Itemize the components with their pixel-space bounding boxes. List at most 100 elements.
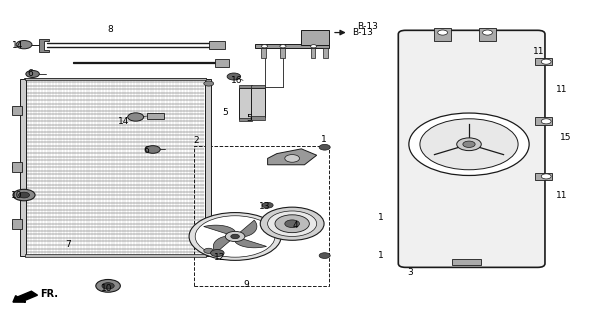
Text: 1: 1	[378, 213, 384, 222]
Bar	[251, 88, 264, 117]
Bar	[323, 48, 328, 58]
Bar	[251, 116, 264, 120]
Bar	[239, 118, 252, 121]
Polygon shape	[39, 39, 49, 52]
Text: 15: 15	[560, 133, 571, 142]
Bar	[205, 79, 211, 256]
Bar	[147, 114, 164, 119]
Bar	[25, 79, 206, 256]
Bar	[215, 59, 229, 67]
Text: 3: 3	[408, 268, 413, 277]
Circle shape	[438, 30, 448, 35]
Bar	[452, 259, 482, 265]
Circle shape	[12, 221, 21, 226]
Circle shape	[285, 155, 300, 162]
Text: 6: 6	[27, 69, 33, 78]
Text: 11: 11	[533, 47, 544, 56]
Circle shape	[260, 207, 324, 240]
Circle shape	[463, 141, 475, 148]
Bar	[255, 44, 329, 49]
Circle shape	[268, 211, 317, 236]
Bar	[301, 30, 329, 45]
Circle shape	[541, 119, 551, 124]
Bar	[209, 42, 224, 49]
Bar	[251, 85, 264, 88]
Circle shape	[204, 248, 213, 253]
Circle shape	[311, 45, 317, 48]
Polygon shape	[239, 220, 257, 236]
Circle shape	[195, 216, 275, 257]
Text: 4: 4	[292, 221, 298, 230]
Text: 2: 2	[193, 136, 199, 145]
Circle shape	[18, 192, 30, 198]
Bar	[20, 79, 26, 256]
Circle shape	[12, 108, 21, 113]
Text: 16: 16	[231, 76, 243, 85]
Polygon shape	[204, 225, 235, 235]
Circle shape	[210, 250, 224, 257]
Text: 5: 5	[222, 108, 228, 117]
Circle shape	[319, 253, 330, 259]
Text: 10: 10	[101, 284, 113, 292]
Circle shape	[275, 215, 309, 233]
Bar	[534, 117, 552, 125]
Bar	[25, 254, 206, 257]
Polygon shape	[213, 236, 231, 253]
Text: 10: 10	[11, 190, 22, 200]
Circle shape	[285, 220, 300, 228]
Circle shape	[96, 279, 121, 292]
Text: 8: 8	[107, 25, 113, 34]
Bar	[239, 88, 252, 119]
Bar	[534, 58, 552, 66]
Polygon shape	[236, 238, 266, 248]
Circle shape	[483, 30, 493, 35]
Circle shape	[13, 189, 35, 201]
Circle shape	[189, 212, 281, 260]
Text: 13: 13	[259, 202, 271, 211]
Text: 11: 11	[557, 85, 568, 94]
Text: B-13: B-13	[352, 28, 373, 37]
Bar	[12, 162, 22, 172]
Text: 12: 12	[214, 253, 226, 262]
FancyArrow shape	[13, 291, 38, 302]
FancyBboxPatch shape	[399, 30, 545, 268]
Bar	[534, 172, 552, 180]
Circle shape	[26, 70, 39, 77]
Circle shape	[16, 41, 32, 49]
Circle shape	[128, 113, 144, 121]
Bar	[12, 106, 22, 116]
Bar	[239, 85, 252, 88]
Circle shape	[319, 144, 330, 150]
Text: 11: 11	[557, 190, 568, 200]
Text: B-13: B-13	[357, 22, 378, 31]
Circle shape	[541, 59, 551, 64]
Text: 5: 5	[247, 114, 252, 123]
Text: 1: 1	[378, 251, 384, 260]
Circle shape	[262, 202, 273, 208]
Text: 14: 14	[12, 41, 23, 50]
Bar	[12, 219, 22, 228]
Polygon shape	[268, 149, 317, 165]
Bar	[194, 146, 329, 286]
Text: 14: 14	[117, 117, 129, 126]
Circle shape	[225, 231, 245, 242]
Circle shape	[280, 45, 286, 48]
Text: 7: 7	[65, 240, 71, 249]
Text: 9: 9	[244, 280, 249, 289]
Bar	[261, 48, 266, 58]
Circle shape	[261, 45, 268, 48]
Bar	[311, 48, 315, 58]
Text: 6: 6	[144, 146, 149, 155]
Circle shape	[12, 165, 21, 169]
Circle shape	[102, 283, 114, 289]
Circle shape	[420, 119, 518, 170]
Bar	[479, 28, 496, 41]
Bar	[434, 28, 451, 41]
Circle shape	[231, 234, 239, 239]
Bar	[280, 48, 285, 58]
Circle shape	[457, 138, 482, 151]
Text: 1: 1	[321, 135, 327, 144]
Circle shape	[227, 73, 240, 80]
Circle shape	[146, 146, 161, 153]
Circle shape	[204, 81, 213, 86]
